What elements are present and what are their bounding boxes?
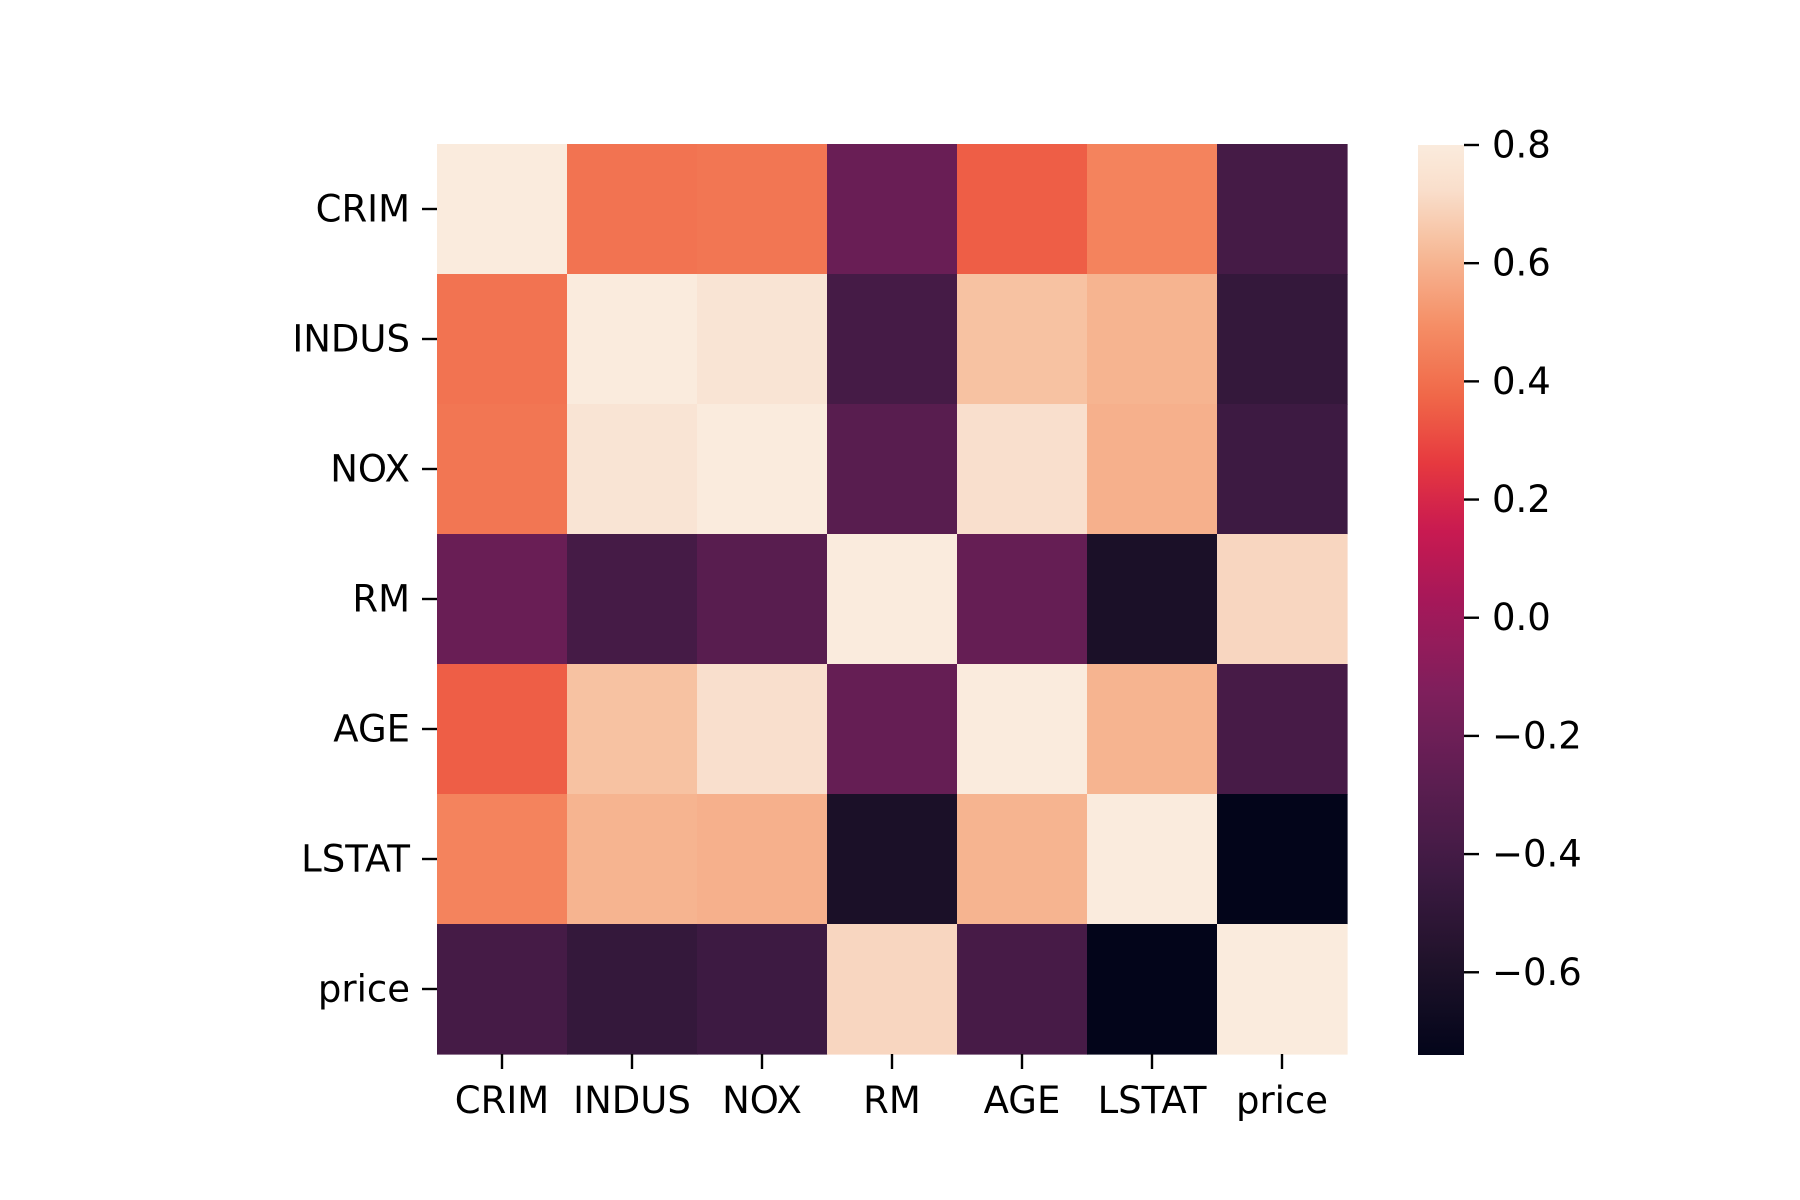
- colorbar-tick-label: 0.8: [1492, 124, 1551, 167]
- y-tick-label: NOX: [330, 448, 410, 491]
- heatmap-cell-nox-lstat: [1087, 404, 1218, 535]
- heatmap-cell-nox-indus: [567, 404, 698, 535]
- heatmap-cell-crim-rm: [827, 144, 958, 275]
- colorbar-tick-label: 0.4: [1492, 360, 1551, 403]
- y-tick-label: AGE: [333, 708, 410, 751]
- heatmap-cell-rm-price: [1217, 534, 1348, 665]
- heatmap-cell-indus-age: [957, 274, 1088, 405]
- heatmap-cell-crim-age: [957, 144, 1088, 275]
- heatmap-cell-indus-indus: [567, 274, 698, 405]
- x-tick-label: NOX: [722, 1079, 802, 1122]
- heatmap-cell-lstat-indus: [567, 794, 698, 925]
- heatmap-cell-age-age: [957, 664, 1088, 795]
- heatmap-cell-price-indus: [567, 924, 698, 1055]
- heatmap-cell-indus-nox: [697, 274, 828, 405]
- heatmap-cell-age-indus: [567, 664, 698, 795]
- heatmap-cell-age-lstat: [1087, 664, 1218, 795]
- heatmap-cell-price-crim: [437, 924, 568, 1055]
- colorbar-tick-label: 0.0: [1492, 596, 1551, 639]
- x-tick-label: AGE: [984, 1079, 1061, 1122]
- heatmap-cell-rm-lstat: [1087, 534, 1218, 665]
- colorbar-tick-label: −0.4: [1492, 833, 1582, 876]
- heatmap-cell-rm-indus: [567, 534, 698, 665]
- heatmap-cell-rm-age: [957, 534, 1088, 665]
- y-axis: CRIM INDUS NOX RM AGE LSTAT price: [292, 188, 437, 1011]
- x-tick-label: CRIM: [455, 1079, 549, 1122]
- colorbar-tick-label: 0.6: [1492, 242, 1551, 285]
- heatmap-cell-indus-price: [1217, 274, 1348, 405]
- heatmap-cell-indus-lstat: [1087, 274, 1218, 405]
- y-tick-label: LSTAT: [301, 838, 410, 881]
- y-tick-label: price: [318, 968, 410, 1011]
- colorbar-tick-label: −0.2: [1492, 714, 1582, 757]
- heatmap-cell-crim-nox: [697, 144, 828, 275]
- heatmap-cell-age-price: [1217, 664, 1348, 795]
- x-axis: CRIM INDUS NOX RM AGE LSTAT price: [455, 1054, 1328, 1122]
- x-tick-label: price: [1236, 1079, 1328, 1122]
- colorbar: [1418, 145, 1464, 1055]
- heatmap-cell-rm-rm: [827, 534, 958, 665]
- heatmap-cell-age-nox: [697, 664, 828, 795]
- heatmap-cell-price-age: [957, 924, 1088, 1055]
- y-tick-label: CRIM: [316, 188, 410, 231]
- heatmap-cell-crim-crim: [437, 144, 568, 275]
- x-tick-label: INDUS: [573, 1079, 691, 1122]
- heatmap-cell-crim-price: [1217, 144, 1348, 275]
- heatmap-cell-price-rm: [827, 924, 958, 1055]
- heatmap-cell-nox-price: [1217, 404, 1348, 535]
- heatmap-cell-price-nox: [697, 924, 828, 1055]
- heatmap-cell-nox-nox: [697, 404, 828, 535]
- heatmap-cell-crim-lstat: [1087, 144, 1218, 275]
- heatmap-cell-nox-age: [957, 404, 1088, 535]
- heatmap-cell-price-lstat: [1087, 924, 1218, 1055]
- heatmap-cell-lstat-nox: [697, 794, 828, 925]
- heatmap-cell-rm-nox: [697, 534, 828, 665]
- heatmap-cell-indus-crim: [437, 274, 568, 405]
- heatmap-cell-rm-crim: [437, 534, 568, 665]
- heatmap-cell-lstat-price: [1217, 794, 1348, 925]
- heatmap-cell-age-rm: [827, 664, 958, 795]
- y-tick-label: INDUS: [292, 318, 410, 361]
- x-tick-label: LSTAT: [1098, 1079, 1207, 1122]
- heatmap-cell-nox-crim: [437, 404, 568, 535]
- heatmap-cell-lstat-lstat: [1087, 794, 1218, 925]
- x-tick-label: RM: [863, 1079, 921, 1122]
- colorbar-ticks: 0.8 0.6 0.4 0.2 0.0 −0.2 −0.4 −0.6: [1464, 124, 1582, 994]
- heatmap-cell-lstat-age: [957, 794, 1088, 925]
- heatmap-cell-lstat-rm: [827, 794, 958, 925]
- heatmap-cell-lstat-crim: [437, 794, 568, 925]
- heatmap-cells: [437, 144, 1348, 1055]
- y-tick-label: RM: [352, 578, 410, 621]
- heatmap-cell-nox-rm: [827, 404, 958, 535]
- heatmap-cell-age-crim: [437, 664, 568, 795]
- heatmap-cell-crim-indus: [567, 144, 698, 275]
- colorbar-tick-label: −0.6: [1492, 951, 1582, 994]
- heatmap-cell-price-price: [1217, 924, 1348, 1055]
- heatmap-cell-indus-rm: [827, 274, 958, 405]
- colorbar-tick-label: 0.2: [1492, 478, 1551, 521]
